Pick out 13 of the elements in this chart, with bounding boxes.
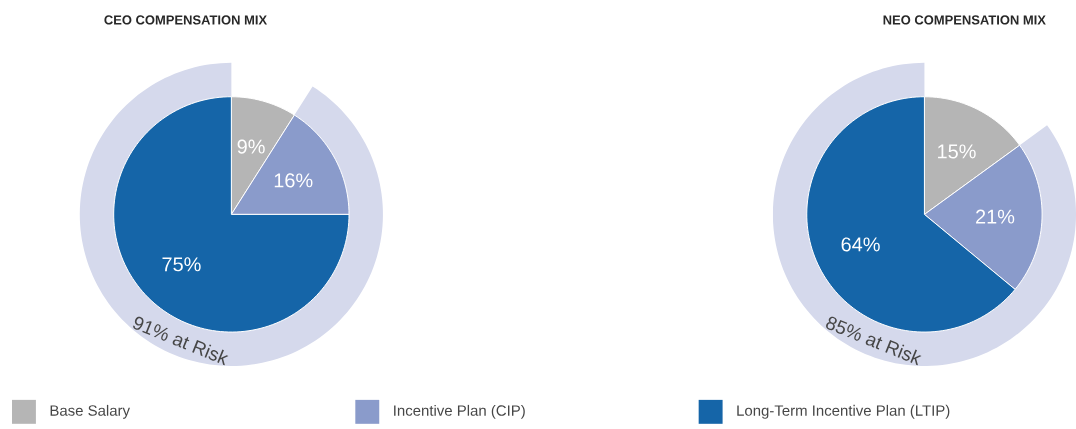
chart-title: NEO COMPENSATION MIX bbox=[883, 15, 1046, 25]
data-label: 64% bbox=[841, 237, 880, 252]
data-label: 15% bbox=[938, 144, 976, 159]
legend-label: Incentive Plan (CIP) bbox=[394, 404, 525, 419]
chart-title: CEO COMPENSATION MIX bbox=[104, 15, 267, 25]
legend-label: Base Salary bbox=[50, 404, 130, 419]
data-label: 75% bbox=[162, 257, 201, 272]
legend-label: Long-Term Incentive Plan (LTIP) bbox=[737, 404, 950, 419]
data-label: 9% bbox=[237, 139, 265, 154]
text: 85% at Risk bbox=[826, 316, 922, 366]
text: 91% at Risk bbox=[133, 316, 229, 366]
data-label: 21% bbox=[976, 209, 1015, 224]
data-label: 16% bbox=[274, 173, 313, 188]
